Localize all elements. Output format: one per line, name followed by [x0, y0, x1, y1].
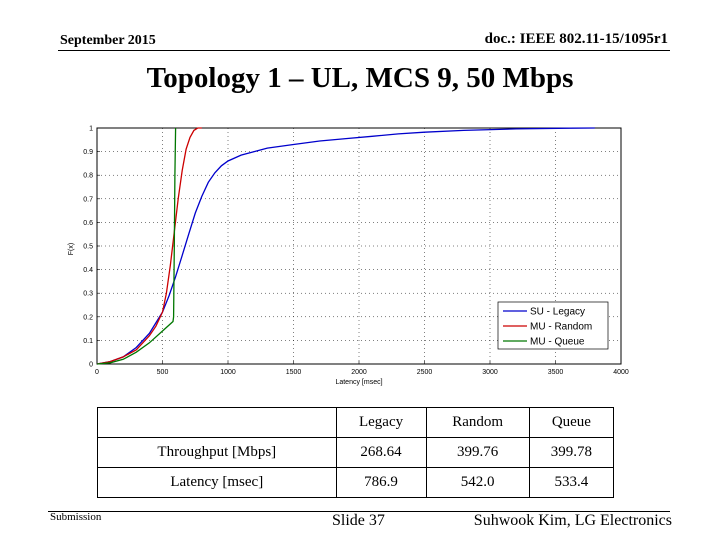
legend-label-1: MU - Random — [530, 322, 592, 333]
y-tick-label: 0.1 — [83, 338, 93, 345]
header-legacy: Legacy — [335, 407, 427, 438]
cell-random: 542.0 — [425, 467, 530, 498]
header-queue: Queue — [528, 407, 615, 438]
footer-author: Suhwook Kim, LG Electronics — [473, 512, 672, 529]
table-header-row: Legacy Random Queue — [97, 407, 615, 438]
y-tick-label: 1 — [89, 126, 93, 133]
x-tick-label: 3000 — [482, 369, 498, 376]
y-tick-label: 0.2 — [83, 314, 93, 321]
header-doc-id: doc.: IEEE 802.11-15/1095r1 — [484, 31, 668, 47]
x-tick-label: 2000 — [351, 369, 367, 376]
row-label: Throughput [Mbps] — [97, 437, 337, 468]
x-tick-label: 0 — [95, 369, 99, 376]
chart-series — [96, 127, 595, 365]
header-rule — [58, 50, 670, 51]
x-tick-label: 500 — [157, 369, 169, 376]
series-line-1 — [96, 127, 202, 365]
results-table: Legacy Random Queue Throughput [Mbps] 26… — [97, 407, 615, 498]
cell-random: 399.76 — [425, 437, 530, 468]
footer-rule — [48, 511, 670, 512]
x-tick-label: 1500 — [286, 369, 302, 376]
slide-title: Topology 1 – UL, MCS 9, 50 Mbps — [146, 62, 574, 94]
y-tick-label: 0.3 — [83, 291, 93, 298]
series-line-2 — [96, 127, 177, 365]
cell-queue: 533.4 — [528, 467, 615, 498]
y-tick-label: 0.4 — [83, 267, 93, 274]
y-tick-label: 0.6 — [83, 220, 93, 227]
chart-legend: SU - Legacy MU - Random MU - Queue — [497, 301, 609, 350]
x-axis-label: Latency [msec] — [335, 379, 382, 386]
y-tick-label: 0.7 — [83, 196, 93, 203]
table-row: Throughput [Mbps] 268.64 399.76 399.78 — [97, 437, 615, 468]
y-tick-label: 0.5 — [83, 244, 93, 251]
cell-legacy: 786.9 — [335, 467, 427, 498]
header-random: Random — [425, 407, 530, 438]
legend-label-2: MU - Queue — [530, 337, 585, 348]
series-line-0 — [96, 127, 595, 365]
table-corner — [97, 407, 337, 438]
header-date: September 2015 — [60, 33, 156, 48]
y-tick-label: 0.8 — [83, 173, 93, 180]
legend-label-0: SU - Legacy — [530, 307, 585, 318]
footer-submission: Submission — [50, 511, 102, 523]
y-axis-label: F(x) — [68, 243, 75, 255]
cell-legacy: 268.64 — [335, 437, 427, 468]
cdf-chart: 0 500 1000 1500 2000 2500 3000 3500 4000 0 0.1 0.2 0… — [68, 126, 629, 387]
chart-ticks: 0 500 1000 1500 2000 2500 3000 3500 4000 0 0.1 0.2 0… — [83, 126, 629, 377]
x-tick-label: 2500 — [417, 369, 433, 376]
table-row: Latency [msec] 786.9 542.0 533.4 — [97, 467, 615, 498]
y-tick-label: 0.9 — [83, 149, 93, 156]
x-tick-label: 4000 — [613, 369, 629, 376]
x-tick-label: 3500 — [548, 369, 564, 376]
footer-slide-number: Slide 37 — [332, 512, 385, 529]
x-tick-label: 1000 — [220, 369, 236, 376]
y-tick-label: 0 — [89, 362, 93, 369]
row-label: Latency [msec] — [97, 467, 337, 498]
cell-queue: 399.78 — [528, 437, 615, 468]
